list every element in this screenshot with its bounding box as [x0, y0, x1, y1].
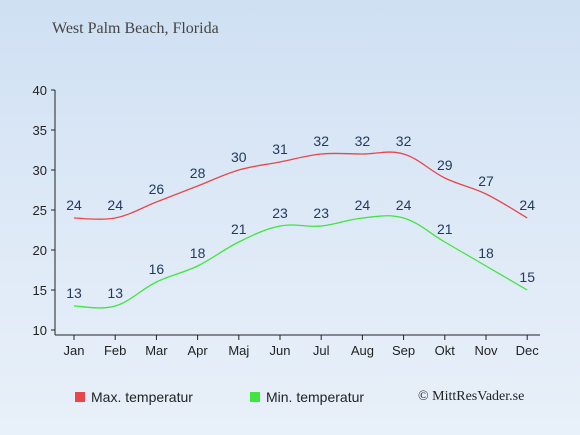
- data-label-max: 32: [313, 133, 329, 149]
- data-label-max: 24: [107, 197, 123, 213]
- y-tick-label: 25: [33, 203, 47, 218]
- x-tick-label: Mar: [145, 343, 168, 358]
- x-tick-label: Maj: [228, 343, 249, 358]
- line-chart: 10 15 20 25 30 35 40 Jan Feb Mar Apr Maj Jun Jul Aug Se…: [33, 83, 540, 358]
- data-label-min: 18: [478, 245, 494, 261]
- data-label-min: 24: [355, 197, 371, 213]
- legend-label-min: Min. temperatur: [266, 389, 365, 405]
- data-label-max: 30: [231, 149, 247, 165]
- data-label-max: 28: [190, 165, 206, 181]
- x-tick-label: Sep: [392, 343, 415, 358]
- legend-item-min: Min. temperatur: [250, 389, 364, 405]
- data-label-max: 32: [355, 133, 371, 149]
- x-tick-label: Apr: [187, 343, 208, 358]
- legend-swatch-max: [75, 392, 85, 402]
- series-line-min: [73, 215, 528, 309]
- x-tick-label: Jun: [270, 343, 291, 358]
- legend-item-max: Max. temperatur: [75, 389, 193, 405]
- x-tick-label: Nov: [474, 343, 498, 358]
- y-tick-label: 35: [33, 123, 47, 138]
- chart-title: West Palm Beach, Florida: [52, 20, 219, 37]
- data-label-max: 27: [478, 173, 494, 189]
- data-label-min: 13: [107, 285, 123, 301]
- y-tick-label: 20: [33, 243, 47, 258]
- data-label-max: 31: [272, 141, 288, 157]
- y-tick-label: 10: [33, 323, 47, 338]
- data-label-min: 16: [149, 261, 165, 277]
- data-label-min: 23: [313, 205, 329, 221]
- site-credit: © MittResVader.se: [418, 389, 525, 404]
- y-tick-label: 15: [33, 283, 47, 298]
- data-label-max: 24: [66, 197, 82, 213]
- data-label-min: 23: [272, 205, 288, 221]
- data-label-min: 13: [66, 285, 82, 301]
- legend-swatch-min: [250, 392, 260, 402]
- data-label-max: 32: [396, 133, 412, 149]
- data-label-min: 21: [437, 221, 453, 237]
- data-label-min: 15: [519, 269, 535, 285]
- x-tick-label: Okt: [435, 343, 456, 358]
- legend-label-max: Max. temperatur: [91, 389, 193, 405]
- data-label-max: 29: [437, 157, 453, 173]
- x-tick-label: Jan: [64, 343, 85, 358]
- data-label-min: 18: [190, 245, 206, 261]
- y-tick-label: 30: [33, 163, 47, 178]
- y-tick-label: 40: [33, 83, 47, 98]
- x-tick-label: Aug: [351, 343, 374, 358]
- series-line-max: [73, 151, 528, 220]
- data-label-max: 26: [149, 181, 165, 197]
- x-tick-label: Feb: [104, 343, 126, 358]
- data-label-min: 21: [231, 221, 247, 237]
- x-tick-label: Jul: [313, 343, 330, 358]
- data-label-max: 24: [519, 197, 535, 213]
- x-tick-label: Dec: [516, 343, 540, 358]
- data-label-min: 24: [396, 197, 412, 213]
